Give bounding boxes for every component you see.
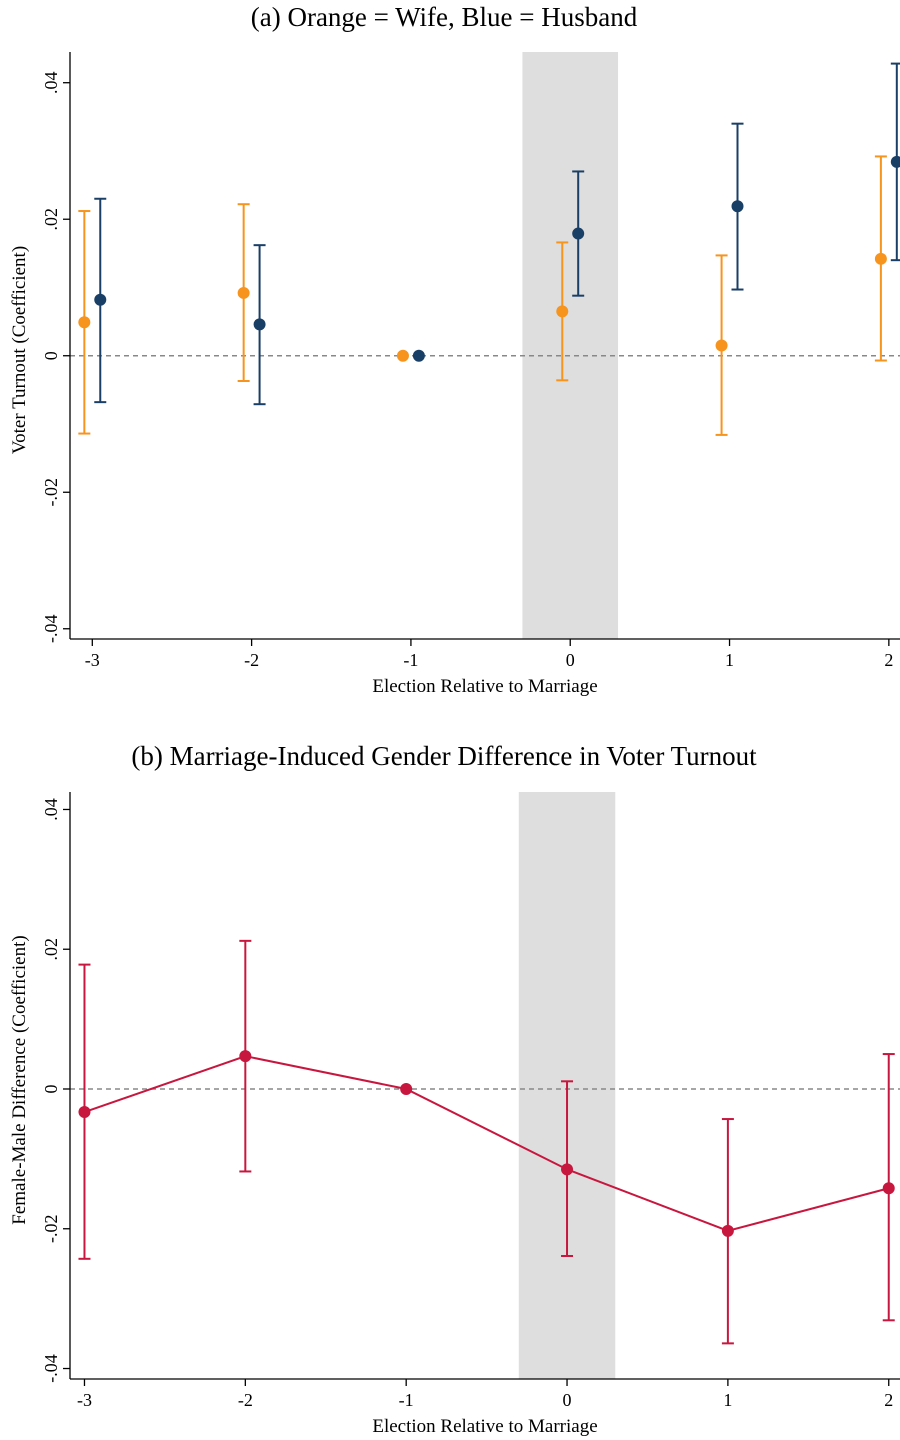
panel-b-x-tick-label: -3 [77, 1390, 92, 1410]
panel-a-x-tick-label: 2 [884, 650, 893, 670]
panel-a-x-tick-label: -2 [244, 650, 259, 670]
panel-b-y-axis-label: Female-Male Difference (Coefficient) [9, 935, 30, 1224]
panel-a-y-tick-label: 0 [41, 351, 61, 360]
panel-a-data-point [572, 227, 585, 240]
panel-a-data-point [78, 316, 91, 329]
panel-a-data-point [890, 155, 900, 168]
panel-a-data-point [556, 305, 569, 318]
panel-a-data-point [731, 200, 744, 213]
panel-a-y-tick-label: .02 [41, 208, 61, 231]
panel-b-x-tick-label: -1 [399, 1390, 414, 1410]
panel-a-x-tick-label: -3 [85, 650, 100, 670]
panel-b-y-tick-label: -.04 [41, 1354, 61, 1383]
panel-b-chart: (b) Marriage-Induced Gender Difference i… [9, 741, 900, 1437]
panel-b-data-point [239, 1050, 252, 1063]
panel-a-y-axis-label: Voter Turnout (Coefficient) [9, 246, 30, 454]
panel-a-data-point [94, 293, 107, 306]
panel-a-data-point [715, 339, 728, 352]
panel-b-y-tick-label: .04 [41, 798, 61, 821]
panel-b-y-tick-label: -.02 [41, 1215, 61, 1244]
panel-b-y-tick-label: 0 [41, 1084, 61, 1093]
panel-b-data-point [882, 1182, 895, 1195]
panel-b-series-line [84, 1055, 889, 1232]
panel-a-data-point [874, 252, 887, 265]
panel-a-x-tick-label: 0 [566, 650, 575, 670]
panel-a-y-tick-label: -.02 [41, 478, 61, 507]
panel-a-data-point [412, 349, 425, 362]
panel-a-shaded-region [522, 52, 619, 639]
panel-b-x-tick-label: 1 [723, 1390, 732, 1410]
panel-a-x-tick-label: -1 [403, 650, 418, 670]
panel-b-data-point [78, 1106, 91, 1119]
panel-b-data-point [561, 1163, 574, 1176]
panel-b-x-axis-label: Election Relative to Marriage [372, 1416, 597, 1437]
panel-b-x-tick-label: 0 [563, 1390, 572, 1410]
panel-b-x-tick-label: -2 [238, 1390, 253, 1410]
panel-a-y-tick-label: -.04 [41, 615, 61, 644]
panel-a-data-point [253, 318, 266, 331]
panel-a-x-tick-label: 1 [725, 650, 734, 670]
panel-b-title: (b) Marriage-Induced Gender Difference i… [131, 741, 757, 771]
panel-a-data-point [396, 349, 409, 362]
panel-a-y-tick-label: .04 [41, 71, 61, 94]
panel-b-data-point [400, 1082, 413, 1095]
panel-a-chart: (a) Orange = Wife, Blue = Husband Voter … [9, 2, 900, 697]
panel-b-y-tick-label: .02 [41, 938, 61, 961]
panel-a-data-point [237, 286, 250, 299]
panel-a-title: (a) Orange = Wife, Blue = Husband [251, 2, 638, 32]
panel-a-x-axis-label: Election Relative to Marriage [372, 676, 597, 697]
panel-b-data-point [721, 1224, 734, 1237]
panel-b-x-tick-label: 2 [884, 1390, 893, 1410]
